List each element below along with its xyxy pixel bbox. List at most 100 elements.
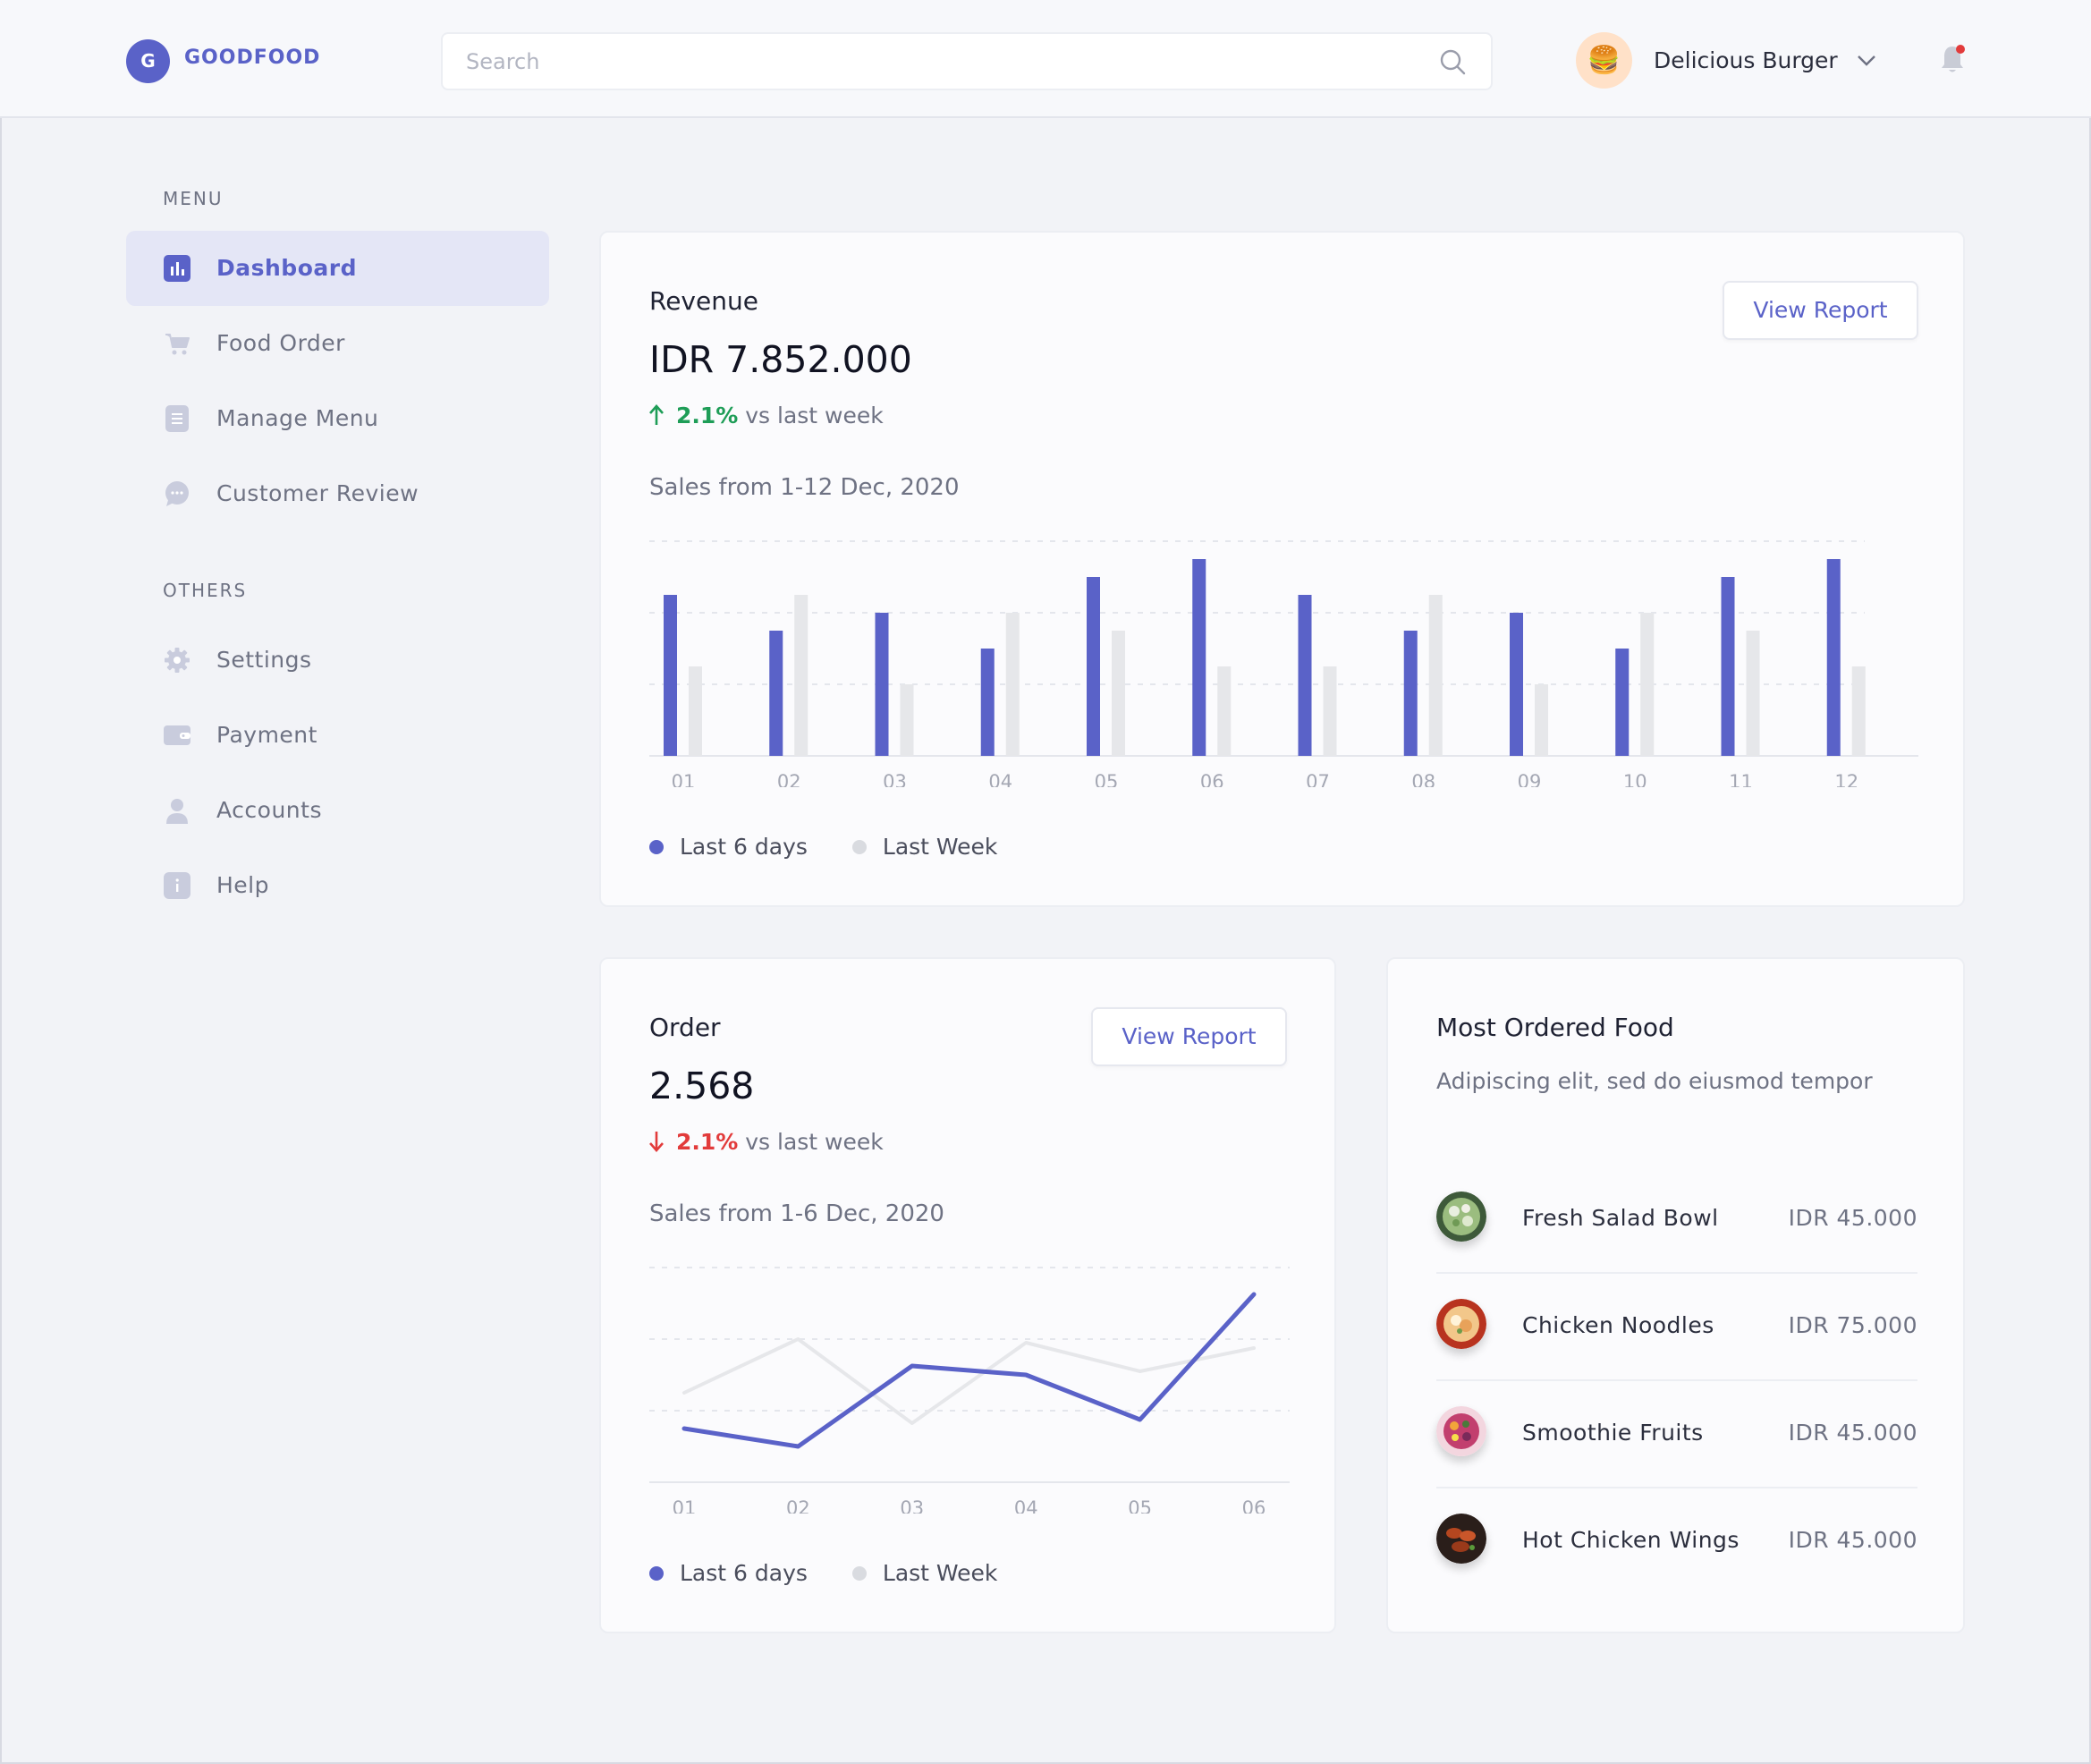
bar-last-week xyxy=(1746,631,1760,756)
arrow-up-icon xyxy=(649,404,664,425)
line-last-week xyxy=(682,1337,1256,1425)
food-list-item[interactable]: Smoothie Fruits IDR 45.000 xyxy=(1436,1381,1917,1488)
food-list-item[interactable]: Hot Chicken Wings IDR 45.000 xyxy=(1436,1488,1917,1596)
x-tick-label: 04 xyxy=(988,771,1012,787)
chart-subtitle: Sales from 1-12 Dec, 2020 xyxy=(649,474,960,501)
food-name: Smoothie Fruits xyxy=(1522,1420,1704,1446)
sidebar-item-label: Settings xyxy=(216,647,312,673)
sidebar-item-dashboard[interactable]: Dashboard xyxy=(126,231,549,306)
search-icon[interactable] xyxy=(1439,48,1466,75)
avatar[interactable]: 🍔 xyxy=(1576,32,1632,89)
search-input[interactable] xyxy=(466,34,1405,89)
x-tick-label: 08 xyxy=(1411,771,1435,787)
trend-percent: 2.1% xyxy=(675,403,739,428)
chevron-down-icon[interactable] xyxy=(1857,55,1876,67)
card-subtitle: Adipiscing elit, sed do eiusmod tempor xyxy=(1436,1068,1873,1094)
others-heading: OTHERS xyxy=(163,580,248,601)
search-bar[interactable] xyxy=(441,32,1493,90)
bell-icon[interactable] xyxy=(1939,43,1966,75)
trend-text: vs last week xyxy=(745,1129,884,1155)
legend-dot-primary xyxy=(649,1565,664,1581)
sidebar-item-help[interactable]: Help xyxy=(126,848,549,923)
legend-label: Last 6 days xyxy=(680,1560,808,1586)
x-tick-label: 04 xyxy=(1014,1497,1038,1514)
x-tick-label: 11 xyxy=(1729,771,1753,787)
order-card: Order 2.568 2.1% vs last week View Repor… xyxy=(599,957,1336,1633)
revenue-bar-chart: 01 02 03 04 05 06 07 08 09 10 11 12 xyxy=(649,540,1918,787)
brand-name[interactable]: GOODFOOD xyxy=(184,47,321,69)
sidebar-item-food-order[interactable]: Food Order xyxy=(126,306,549,381)
food-list-item[interactable]: Chicken Noodles IDR 75.000 xyxy=(1436,1274,1917,1381)
logo-icon[interactable]: G xyxy=(126,39,170,83)
bar-last-week xyxy=(1428,595,1443,756)
chicken-noodles-image xyxy=(1436,1299,1486,1349)
revenue-view-report-button[interactable]: View Report xyxy=(1723,281,1918,340)
menu-heading: MENU xyxy=(163,188,224,209)
food-price: IDR 45.000 xyxy=(1788,1420,1917,1446)
sidebar-item-label: Payment xyxy=(216,722,317,748)
smoothie-fruits-image xyxy=(1436,1406,1486,1456)
bar-last-6-days xyxy=(1510,613,1523,756)
bar-last-6-days xyxy=(1403,631,1418,756)
x-tick-label: 12 xyxy=(1834,771,1858,787)
x-tick-label: 06 xyxy=(1200,771,1224,787)
line-last-6-days xyxy=(681,1292,1257,1449)
food-name: Fresh Salad Bowl xyxy=(1522,1205,1719,1231)
legend-label: Last Week xyxy=(882,1560,998,1586)
bar-last-6-days xyxy=(769,631,783,756)
cart-icon xyxy=(165,334,190,355)
sidebar-item-accounts[interactable]: Accounts xyxy=(126,773,549,848)
bar-last-6-days xyxy=(1721,577,1735,756)
x-tick-label: 05 xyxy=(1095,771,1119,787)
food-list-item[interactable]: Fresh Salad Bowl IDR 45.000 xyxy=(1436,1166,1917,1274)
list-icon xyxy=(165,405,189,432)
bar-last-6-days xyxy=(875,613,889,756)
bar-last-week xyxy=(1112,631,1125,756)
x-tick-label: 10 xyxy=(1623,771,1647,787)
bar-last-week xyxy=(1535,684,1548,756)
order-value: 2.568 xyxy=(649,1064,755,1107)
card-title: Order xyxy=(649,1013,721,1042)
sidebar-item-label: Manage Menu xyxy=(216,405,379,431)
bar-last-6-days xyxy=(1298,595,1312,756)
bar-last-6-days xyxy=(1615,649,1630,756)
food-price: IDR 45.000 xyxy=(1788,1527,1917,1553)
x-tick-label: 03 xyxy=(883,771,907,787)
food-price: IDR 45.000 xyxy=(1788,1205,1917,1231)
card-title: Revenue xyxy=(649,286,758,316)
sidebar-item-settings[interactable]: Settings xyxy=(126,623,549,698)
legend-dot-primary xyxy=(649,839,664,854)
bar-last-6-days xyxy=(1087,577,1100,756)
user-name[interactable]: Delicious Burger xyxy=(1654,47,1838,73)
food-name: Chicken Noodles xyxy=(1522,1312,1714,1338)
bar-last-week xyxy=(1217,666,1232,756)
order-view-report-button[interactable]: View Report xyxy=(1091,1007,1287,1066)
sidebar-item-customer-review[interactable]: Customer Review xyxy=(126,456,549,531)
bar-last-week xyxy=(794,595,808,756)
sidebar-item-manage-menu[interactable]: Manage Menu xyxy=(126,381,549,456)
sidebar-item-payment[interactable]: Payment xyxy=(126,698,549,773)
order-line-chart: 01 02 03 04 05 06 xyxy=(649,1267,1290,1514)
trend-text: vs last week xyxy=(745,403,884,428)
sidebar-item-label: Help xyxy=(216,872,269,898)
x-tick-label: 01 xyxy=(673,1497,697,1514)
chart-icon xyxy=(164,255,190,282)
wallet-icon xyxy=(164,725,190,745)
order-legend: Last 6 days Last Week xyxy=(649,1560,1042,1586)
legend-label: Last Week xyxy=(882,834,998,860)
info-icon xyxy=(164,872,190,899)
x-tick-label: 06 xyxy=(1242,1497,1266,1514)
bar-last-6-days xyxy=(1192,559,1206,756)
chicken-wings-image xyxy=(1436,1514,1486,1564)
food-price: IDR 75.000 xyxy=(1788,1312,1917,1338)
bar-last-6-days xyxy=(1826,559,1841,756)
bar-last-6-days xyxy=(664,595,677,756)
x-tick-label: 03 xyxy=(900,1497,924,1514)
x-tick-label: 02 xyxy=(786,1497,810,1514)
x-tick-label: 02 xyxy=(777,771,801,787)
x-tick-label: 07 xyxy=(1306,771,1330,787)
arrow-down-icon xyxy=(649,1132,664,1152)
legend-dot-secondary xyxy=(851,1565,867,1581)
x-tick-label: 09 xyxy=(1518,771,1542,787)
chart-subtitle: Sales from 1-6 Dec, 2020 xyxy=(649,1200,944,1227)
